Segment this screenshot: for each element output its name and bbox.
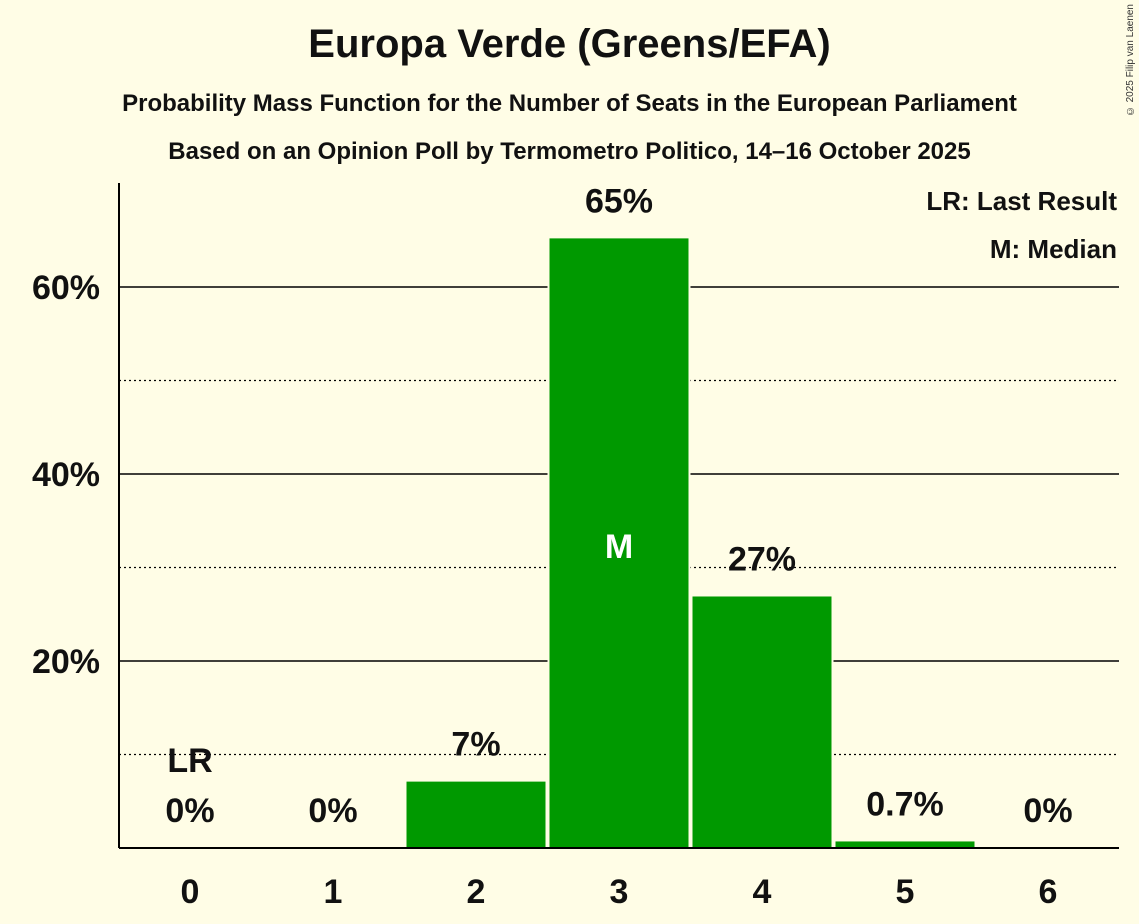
x-tick-label: 3: [610, 873, 629, 911]
last-result-marker: LR: [167, 742, 212, 780]
value-label: 27%: [728, 540, 796, 578]
x-tick-label: 6: [1039, 873, 1058, 911]
x-tick-label: 2: [467, 873, 486, 911]
chart-title: Europa Verde (Greens/EFA): [308, 22, 831, 66]
median-marker: M: [605, 528, 633, 566]
bar: [835, 841, 975, 848]
chart-subtitle: Probability Mass Function for the Number…: [122, 90, 1017, 117]
value-label: 0.7%: [866, 785, 944, 823]
bar: [692, 596, 832, 848]
value-label: 0%: [165, 792, 214, 830]
y-tick-label: 20%: [32, 643, 100, 681]
bar: [549, 238, 689, 848]
x-tick-label: 1: [324, 873, 343, 911]
legend-entry: LR: Last Result: [926, 186, 1117, 216]
value-label: 65%: [585, 182, 653, 220]
x-tick-label: 5: [896, 873, 915, 911]
y-tick-label: 60%: [32, 269, 100, 307]
chart-subtitle-2: Based on an Opinion Poll by Termometro P…: [168, 138, 971, 165]
bar: [406, 781, 546, 848]
value-label: 0%: [308, 792, 357, 830]
value-label: 0%: [1023, 792, 1072, 830]
value-label: 7%: [451, 726, 500, 764]
x-tick-label: 4: [753, 873, 772, 911]
y-tick-label: 40%: [32, 456, 100, 494]
legend-entry: M: Median: [990, 234, 1117, 264]
x-tick-label: 0: [181, 873, 200, 911]
